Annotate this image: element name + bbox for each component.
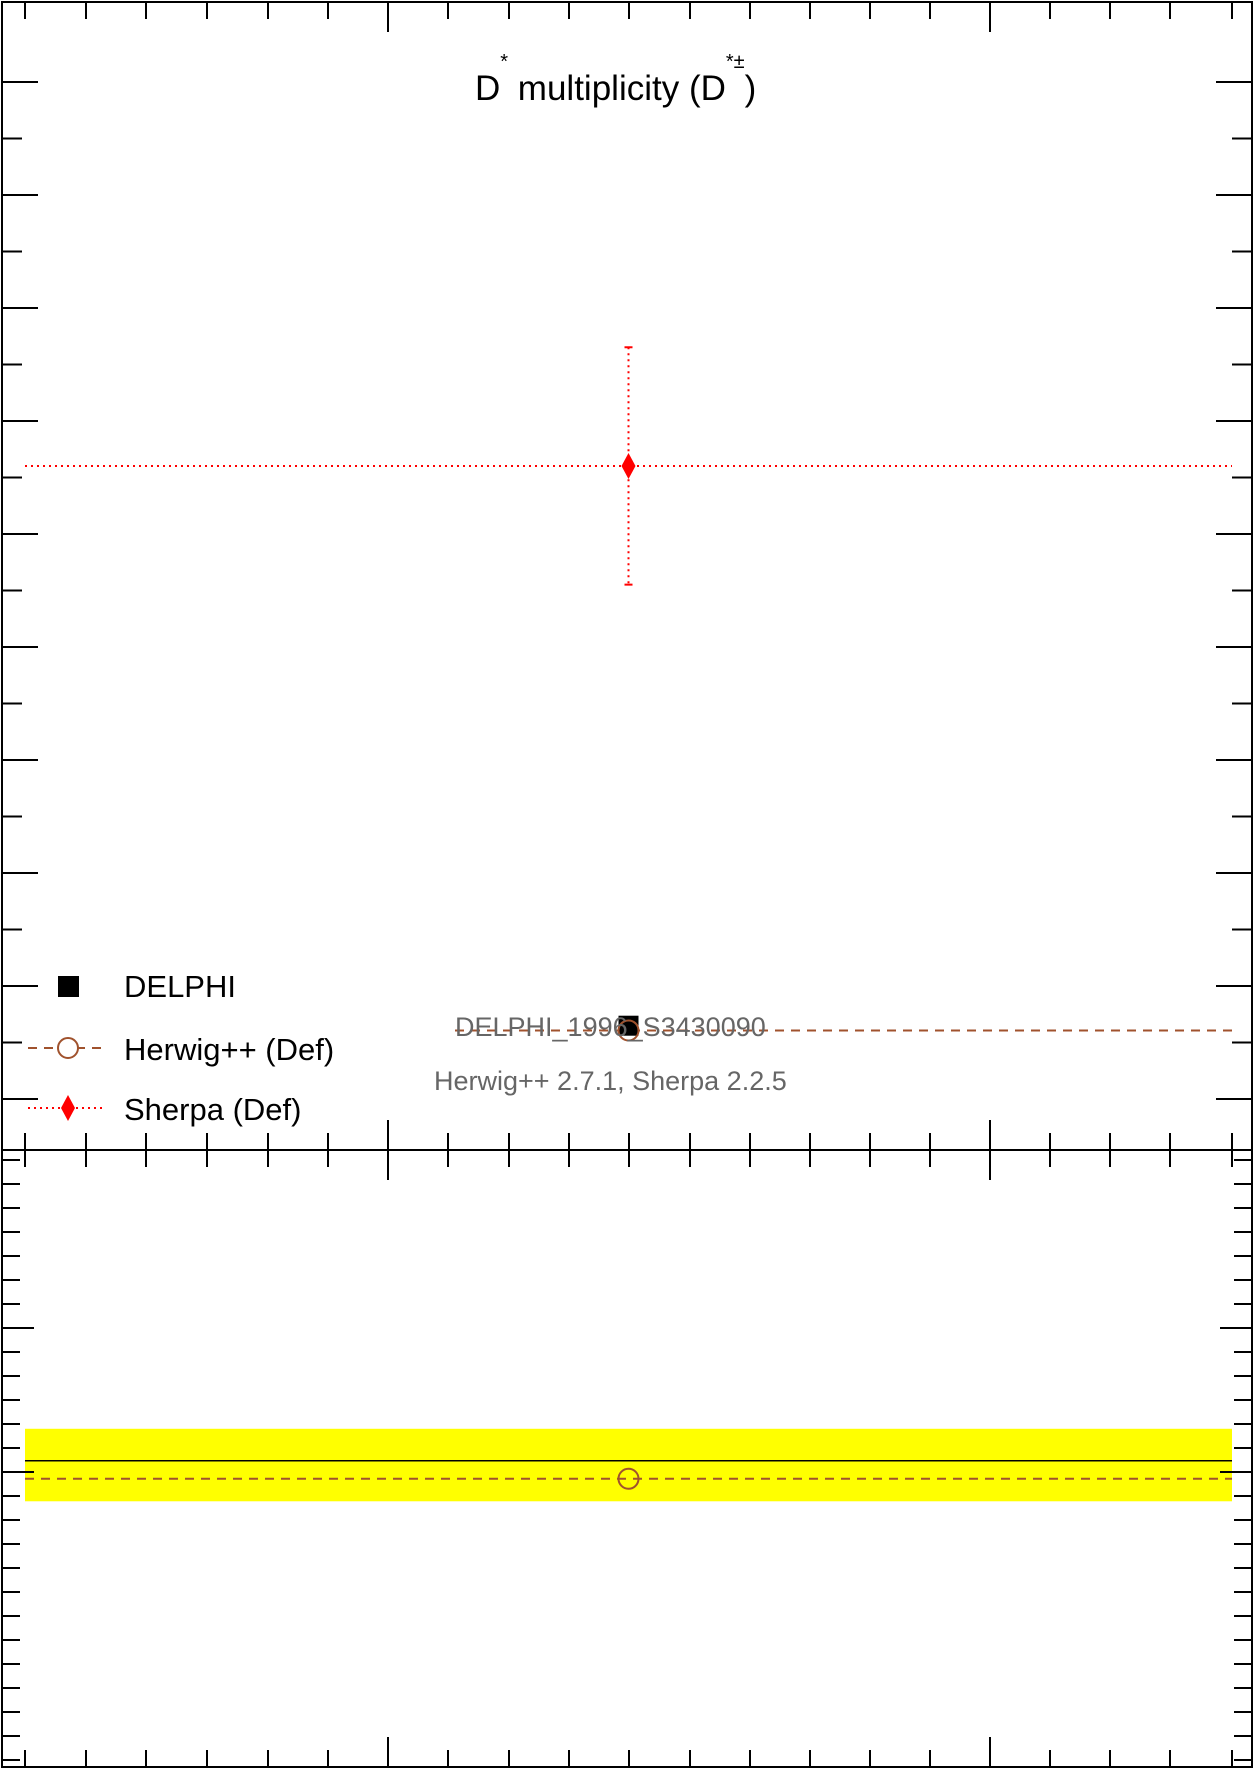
ratio-layer	[25, 1428, 1232, 1502]
ratio-uncertainty-band	[25, 1428, 1232, 1502]
title-sup2: *±	[726, 51, 745, 73]
title-mid: multiplicity (D	[508, 69, 726, 108]
herwig-point	[617, 1019, 640, 1042]
legend-delphi-marker	[58, 976, 79, 997]
legend-delphi-label: DELPHI	[124, 969, 236, 1004]
ratio-panel-frame	[1, 1149, 1253, 1768]
legend-sherpa-marker	[61, 1095, 75, 1121]
title-end: )	[745, 69, 757, 108]
generator-versions-label: Herwig++ 2.7.1, Sherpa 2.2.5	[434, 1066, 787, 1096]
title-sup1: *	[500, 51, 508, 73]
data-layer	[25, 346, 1232, 1042]
chart-title: D* multiplicity (D*±)	[475, 51, 756, 108]
title-main: D	[475, 69, 500, 108]
sherpa-point	[621, 452, 636, 479]
ratio-herwig-point	[617, 1467, 640, 1490]
legend-herwig-label: Herwig++ (Def)	[124, 1032, 334, 1067]
legend-sherpa-label: Sherpa (Def)	[124, 1092, 301, 1127]
legend-herwig-marker	[57, 1037, 79, 1059]
legend: DELPHI Herwig++ (Def) Sherpa (Def)	[28, 969, 334, 1127]
analysis-id-label: DELPHI_1996_S3430090	[455, 1012, 766, 1042]
